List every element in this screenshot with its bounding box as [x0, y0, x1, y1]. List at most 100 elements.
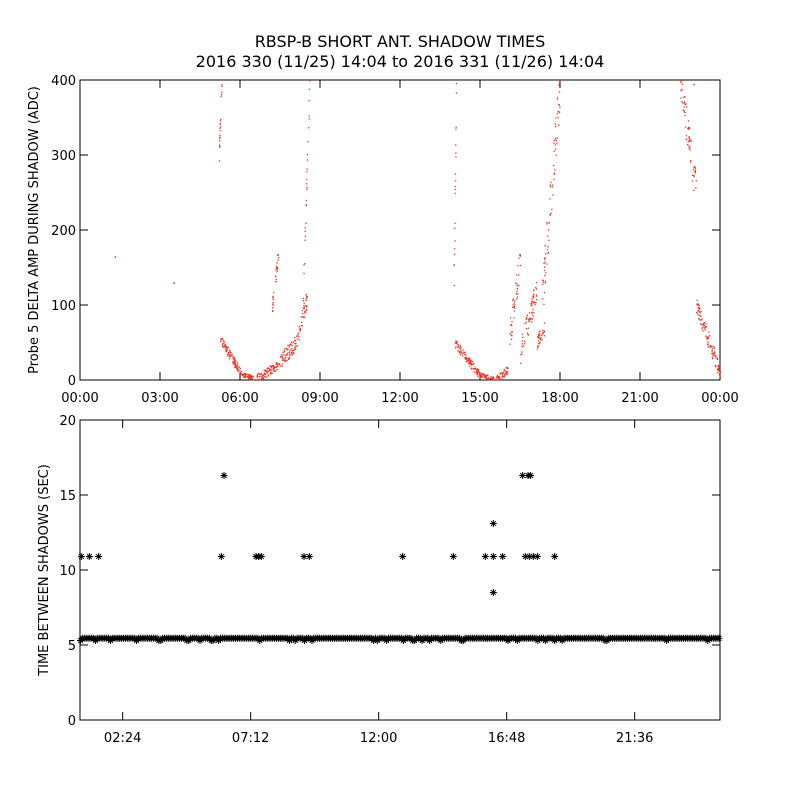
data-point [504, 373, 506, 376]
data-point [85, 553, 93, 560]
data-point [456, 343, 458, 345]
y-tick-label: 0 [68, 374, 76, 389]
data-point [305, 222, 307, 224]
data-point [540, 337, 542, 339]
data-point [265, 373, 267, 375]
data-point [289, 344, 291, 346]
data-point [538, 336, 540, 338]
data-point [516, 290, 518, 292]
data-point [258, 379, 260, 381]
data-point [697, 309, 699, 312]
data-point [263, 372, 265, 374]
data-point [696, 311, 698, 313]
data-point [291, 354, 293, 356]
data-point [683, 111, 685, 113]
data-point [223, 346, 225, 348]
data-point [705, 322, 707, 325]
data-point [514, 307, 516, 309]
data-point [680, 81, 682, 84]
data-point [262, 374, 264, 377]
bottom-plot-time-between-shadows: 02:24 07:12 12:00 16:48 21:36 0 5 10 15 20 TIME BE… [37, 414, 723, 746]
data-point [284, 356, 287, 359]
data-point [531, 298, 533, 300]
data-point [465, 354, 467, 356]
data-point [474, 367, 476, 369]
data-point [526, 332, 529, 334]
data-point [707, 346, 709, 348]
data-point [702, 330, 704, 332]
data-point [553, 173, 555, 175]
data-point [222, 338, 224, 340]
data-point [687, 120, 690, 122]
data-point [269, 368, 271, 371]
data-point [496, 374, 499, 376]
data-point [718, 373, 720, 375]
data-point [538, 335, 540, 337]
data-point [480, 375, 483, 377]
data-point [707, 341, 709, 343]
data-point [226, 349, 228, 352]
data-point [693, 176, 695, 178]
data-point [532, 301, 534, 303]
data-point [278, 364, 281, 366]
data-point [455, 156, 457, 158]
data-point [257, 379, 259, 381]
data-point [305, 553, 313, 560]
data-point [547, 235, 549, 237]
data-point [281, 353, 283, 356]
data-point [548, 222, 550, 224]
data-point [273, 291, 275, 294]
data-point [288, 346, 290, 348]
data-point [689, 149, 691, 151]
data-point [291, 350, 294, 352]
data-point [291, 353, 293, 355]
data-point [300, 316, 302, 318]
data-point [470, 360, 472, 362]
data-point [525, 321, 527, 323]
data-point [229, 352, 231, 354]
data-point [492, 379, 495, 381]
data-point [306, 178, 308, 181]
data-point [468, 360, 471, 362]
data-point [222, 346, 224, 348]
data-point [277, 259, 279, 261]
data-point [691, 174, 694, 176]
data-point [698, 307, 700, 309]
data-point [294, 340, 297, 342]
data-point [501, 377, 503, 379]
data-point [233, 361, 235, 363]
data-point [541, 334, 543, 336]
data-point [237, 369, 239, 371]
data-point [708, 336, 710, 338]
data-point [220, 340, 222, 342]
data-point [250, 379, 252, 381]
data-point [294, 346, 296, 348]
data-point [552, 194, 554, 196]
data-point [533, 302, 535, 304]
data-point [230, 351, 232, 354]
data-point [234, 359, 236, 361]
data-point [286, 360, 288, 362]
data-point [462, 349, 464, 351]
data-point [460, 352, 463, 354]
data-point [542, 283, 544, 285]
data-point [685, 138, 688, 140]
data-point [692, 168, 695, 171]
data-point [547, 246, 549, 248]
data-point [484, 374, 486, 376]
data-point [228, 353, 230, 356]
data-point [510, 338, 513, 341]
data-point [694, 172, 697, 174]
data-point [684, 126, 687, 128]
data-point [269, 365, 271, 367]
data-point [512, 306, 514, 308]
data-point [705, 335, 707, 337]
data-point [283, 359, 285, 362]
data-point [481, 373, 483, 375]
data-point [220, 93, 223, 96]
data-point [308, 88, 311, 90]
data-point [482, 373, 484, 375]
data-point [219, 123, 221, 126]
data-point [95, 553, 103, 560]
data-point [711, 352, 713, 354]
